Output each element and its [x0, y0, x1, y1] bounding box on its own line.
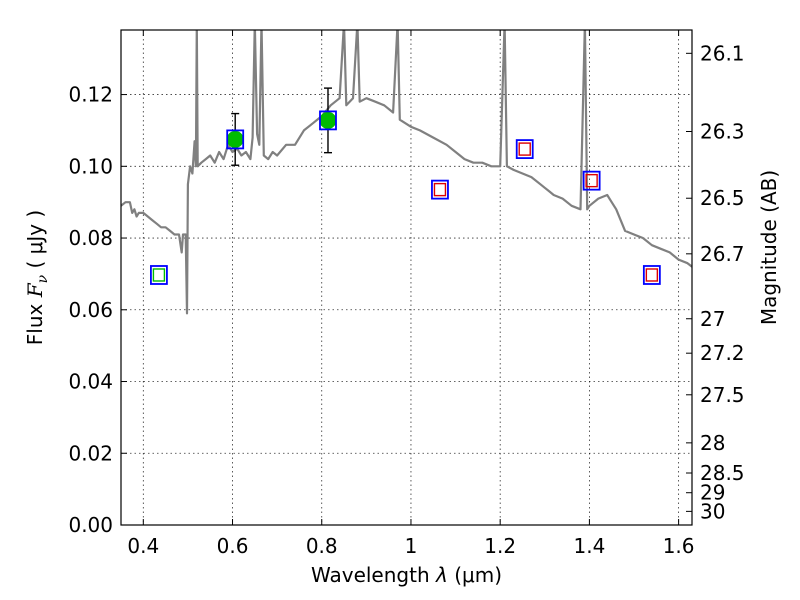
y-tick-label: 0.10	[68, 154, 113, 178]
observed-point	[319, 111, 337, 129]
plot-frame	[120, 29, 693, 526]
y2-tick-label: 29	[700, 481, 725, 505]
upper-limit-square	[433, 182, 447, 197]
x-tick-label: 0.4	[127, 534, 159, 558]
upper-limit-square	[645, 268, 659, 282]
y2-tick-label: 28.5	[700, 461, 745, 485]
y2-tick-label: 26.5	[700, 186, 745, 210]
model-flux-square	[582, 170, 601, 191]
model-flux-square	[226, 129, 245, 150]
x-tick-label: 0.6	[217, 534, 249, 558]
marker-layer	[150, 87, 661, 285]
spectrum-line	[121, 30, 692, 315]
y-tick-label: 0.12	[68, 83, 113, 107]
band-inner-square	[152, 268, 166, 282]
x-tick-label: 1	[405, 534, 418, 558]
model-flux-square	[150, 265, 168, 285]
model-flux-square	[642, 265, 661, 285]
tick-layer: 0.4 0.6 0.8 1 1.2 1.4 1.6 0.00 0.02 0.04 0.06 0.08 0…	[68, 30, 745, 558]
x-axis-label: Wavelength λ (μm)	[311, 563, 502, 587]
y2-tick-label: 27.5	[700, 383, 745, 407]
y2-tick-label: 30	[700, 499, 725, 523]
y-tick-label: 0.00	[68, 513, 113, 537]
y2-tick-label: 26.3	[700, 120, 745, 144]
y-tick-label: 0.02	[68, 441, 113, 465]
observed-point	[226, 130, 244, 148]
model-flux-square	[431, 179, 449, 200]
y-axis-label: Flux Fν ( μJy )	[23, 210, 51, 345]
y2-tick-label: 28	[700, 431, 725, 455]
y2-axis-label: Magnitude (AB)	[757, 170, 781, 325]
x-tick-label: 1.4	[573, 534, 605, 558]
y-tick-label: 0.08	[68, 226, 113, 250]
upper-limit-square	[518, 142, 531, 156]
spectrum-layer	[121, 30, 692, 315]
grid-layer	[121, 30, 692, 526]
model-flux-square	[319, 110, 337, 131]
x-tick-label: 1.2	[484, 534, 516, 558]
x-tick-label: 0.8	[306, 534, 338, 558]
y-tick-label: 0.04	[68, 370, 113, 394]
y2-tick-label: 27	[700, 307, 725, 331]
y-tick-label: 0.06	[68, 298, 113, 322]
model-flux-square	[515, 139, 534, 159]
y2-tick-label: 26.7	[700, 242, 745, 266]
y2-tick-label: 26.1	[700, 41, 745, 65]
upper-limit-square	[585, 173, 598, 188]
x-tick-label: 1.6	[663, 534, 695, 558]
y2-tick-label: 27.2	[700, 341, 745, 365]
